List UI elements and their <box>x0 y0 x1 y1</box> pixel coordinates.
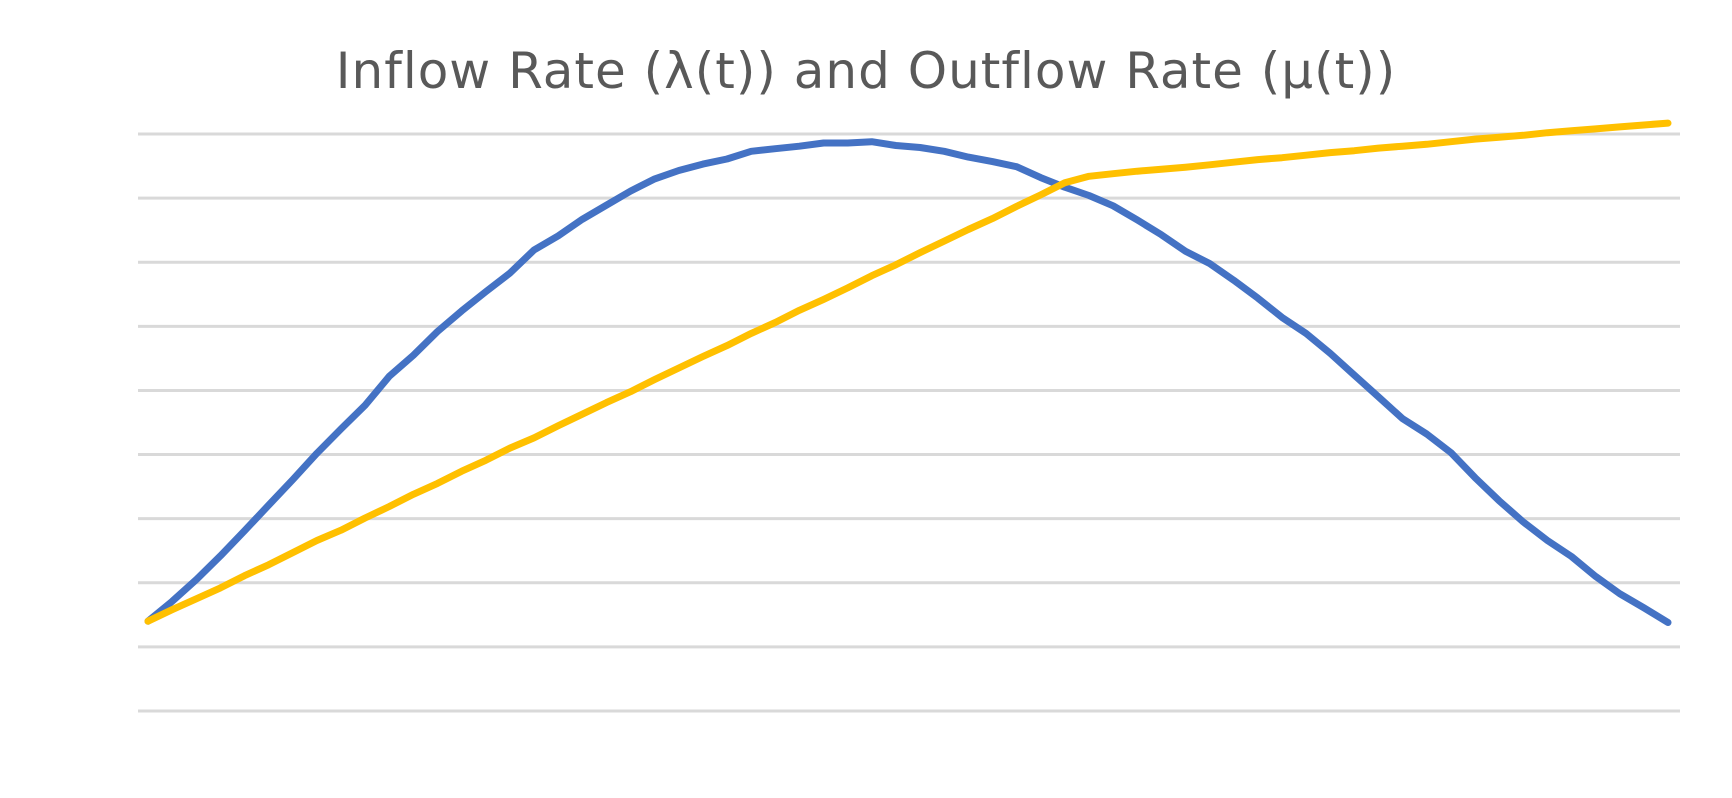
series-line-1 <box>144 138 1672 626</box>
gridlines <box>138 132 1680 713</box>
chart-title: Inflow Rate (λ(t)) and Outflow Rate (μ(t… <box>335 42 1397 100</box>
series-line-2 <box>144 119 1672 625</box>
series-lines <box>144 119 1672 626</box>
